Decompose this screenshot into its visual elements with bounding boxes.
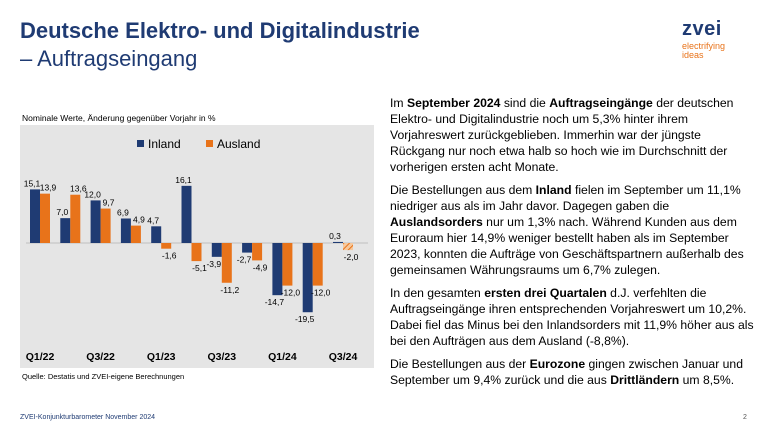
data-label-inland: -2,7 (237, 255, 252, 265)
bar-ausland (161, 243, 172, 249)
emphasis-text: Inland (535, 183, 572, 197)
legend-label-ausland: Ausland (217, 137, 260, 151)
bar-ausland (130, 225, 141, 243)
bar-inland (272, 243, 283, 296)
emphasis-text: Eurozone (529, 357, 586, 371)
bar-inland (90, 200, 101, 243)
data-label-inland: 0,3 (329, 231, 341, 241)
bar-inland (302, 243, 313, 313)
emphasis-text: ersten drei Quartalen (484, 286, 607, 300)
data-label-inland: -3,9 (206, 259, 221, 269)
chart-area: Inland Ausland 15,1 13,9 7,0 13,6 12,0 9,7 6,9 4,… (20, 125, 374, 368)
bar-ausland (282, 243, 293, 286)
data-label-inland: 15,1 (24, 178, 41, 188)
bar-inland (333, 241, 343, 243)
emphasis-text: Auslandsorders (390, 215, 483, 229)
body-text: In den gesamten (390, 286, 485, 300)
data-label-ausland: -1,6 (162, 251, 177, 261)
data-label-inland: 12,0 (84, 189, 101, 199)
data-label-inland: 16,1 (175, 175, 192, 185)
data-label-inland: -14,7 (265, 297, 285, 307)
body-text: nur um 1,3% nach. Während Kunden aus dem… (390, 215, 744, 277)
bar-inland (120, 218, 131, 243)
commentary-paragraph: Im September 2024 sind die Auftragseingä… (390, 95, 755, 175)
body-text: sind die (500, 96, 550, 110)
data-label-ausland: -5,1 (192, 263, 207, 273)
body-text: Die Bestellungen aus der (390, 357, 530, 371)
data-label-inland: 6,9 (117, 208, 129, 218)
legend-swatch-inland (137, 140, 144, 147)
chart-caption: Nominale Werte, Änderung gegenüber Vorja… (22, 113, 216, 123)
bar-inland (151, 226, 162, 243)
emphasis-text: September 2024 (406, 96, 501, 110)
data-label-ausland: 9,7 (103, 198, 115, 208)
bar-inland (181, 185, 192, 243)
body-text: Die Bestellungen aus dem (390, 183, 536, 197)
bar-inland (30, 189, 40, 243)
x-tick-label: Q3/23 (207, 351, 236, 363)
body-text: der deutschen Elektro- und Digitalindust… (390, 96, 734, 174)
body-text: gingen zwischen Januar und September um … (390, 357, 743, 387)
body-text: Im (390, 96, 407, 110)
logo-tagline-line2: ideas (682, 50, 704, 60)
legend-label-inland: Inland (148, 137, 181, 151)
legend-swatch-ausland (206, 140, 213, 147)
commentary-paragraph: In den gesamten ersten drei Quartalen d.… (390, 285, 755, 349)
body-text: um 8,5%. (679, 373, 735, 387)
data-label-inland: -19,5 (295, 314, 315, 324)
bar-ausland (312, 243, 323, 286)
data-label-ausland: -2,0 (344, 252, 359, 262)
commentary-text: Im September 2024 sind die Auftragseingä… (390, 95, 755, 395)
bar-ausland (191, 243, 202, 262)
data-label-inland: 4,7 (147, 215, 159, 225)
x-tick-label: Q1/23 (147, 351, 176, 363)
bar-inland (211, 243, 222, 257)
zvei-logo: zvei electrifying ideas (682, 18, 752, 62)
data-label-ausland: -12,0 (281, 288, 301, 298)
page-title: Deutsche Elektro- und Digitalindustrie (20, 18, 420, 43)
bar-ausland (40, 193, 50, 243)
bar-ausland (221, 243, 232, 283)
bar-chart: Inland Ausland 15,1 13,9 7,0 13,612,09,76,9 4,… (24, 137, 368, 363)
body-text: d.J. verfehlten die Auftragseingänge ihr… (390, 286, 754, 348)
emphasis-text: Drittländern (610, 373, 680, 387)
data-label-ausland: 13,9 (40, 183, 57, 193)
bar-inland (60, 218, 71, 243)
emphasis-text: Auftragseingänge (549, 96, 653, 110)
commentary-paragraph: Die Bestellungen aus dem Inland fielen i… (390, 182, 755, 278)
bar-ausland (343, 243, 353, 251)
bar-inland (242, 243, 253, 253)
data-label-ausland: -4,9 (253, 262, 268, 272)
body-text: fielen im September um 11,1% niedriger a… (390, 183, 741, 213)
x-tick-label: Q1/24 (268, 351, 297, 363)
bar-ausland (100, 208, 111, 243)
logo-word: zvei (682, 18, 722, 40)
x-tick-label: Q1/22 (26, 351, 55, 363)
data-label-ausland: 4,9 (133, 215, 145, 225)
bar-ausland (70, 194, 81, 243)
data-label-ausland: -12,0 (311, 288, 331, 298)
commentary-paragraph: Die Bestellungen aus der Eurozone gingen… (390, 356, 755, 388)
x-tick-label: Q3/22 (86, 351, 115, 363)
page-subtitle: – Auftragseingang (20, 46, 198, 71)
logo-tagline-line1: electrifying (682, 41, 726, 51)
page-number: 2 (743, 414, 747, 421)
chart-source: Quelle: Destatis und ZVEI-eigene Berechn… (22, 372, 185, 381)
bar-ausland (252, 243, 263, 261)
data-label-inland: 7,0 (56, 207, 68, 217)
data-label-ausland: -11,2 (220, 285, 239, 295)
data-label-ausland: 13,6 (70, 184, 87, 194)
footer-text: ZVEI-Konjunkturbarometer November 2024 (20, 414, 156, 421)
x-tick-label: Q3/24 (329, 351, 358, 363)
